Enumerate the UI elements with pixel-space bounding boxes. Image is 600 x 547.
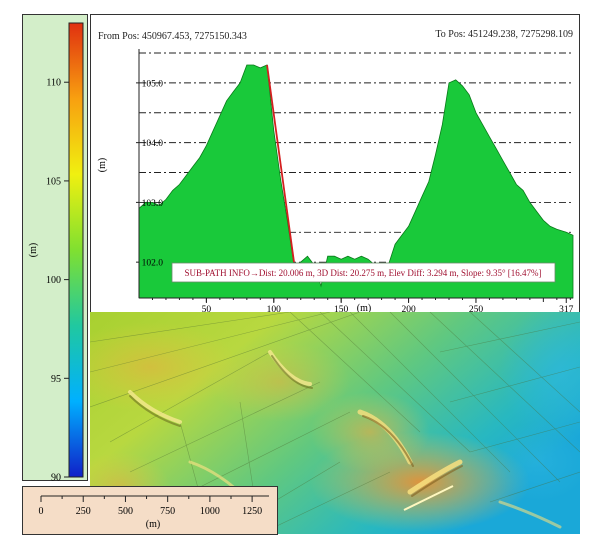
elevation-profile-area: [138, 64, 574, 299]
scale-tick-label: 0: [39, 506, 44, 517]
from-position: From Pos: 450967.453, 7275150.343: [98, 31, 247, 42]
elevation-profile-panel: From Pos: 450967.453, 7275150.343 To Pos…: [90, 14, 580, 314]
subpath-segment: [266, 64, 295, 263]
y-tick-label: 105.0: [142, 79, 164, 89]
x-tick-label: 317: [559, 305, 574, 314]
x-tick-label: 200: [401, 305, 416, 314]
colorbar-tick-label: 95: [51, 374, 61, 385]
y-axis-label: (m): [97, 158, 108, 172]
scale-tick-label: 750: [160, 506, 175, 517]
y-tick-label: 102.0: [142, 259, 164, 269]
colorbar-tick-label: 100: [46, 275, 61, 286]
elevation-legend-panel: 110 105 100 95 90 (m): [22, 14, 88, 484]
x-axis-label: (m): [357, 303, 371, 314]
subpath-info-text: SUB-PATH INFO→Dist: 20.006 m, 3D Dist: 2…: [184, 268, 541, 278]
colorbar-svg: 110 105 100 95 90 (m): [28, 22, 84, 484]
map-scale-bar-panel: 0 250 500 750 1000 1250 (m): [22, 486, 278, 535]
colorbar-unit-label: (m): [28, 243, 39, 257]
scale-bar-svg: 0 250 500 750 1000 1250 (m): [39, 495, 269, 530]
scale-unit-label: (m): [146, 519, 160, 530]
scale-tick-label: 1250: [242, 506, 262, 517]
y-tick-label: 104.0: [142, 139, 164, 149]
elevation-profile-chart: From Pos: 450967.453, 7275150.343 To Pos…: [97, 29, 574, 314]
profile-transect-line[interactable]: [403, 485, 454, 511]
x-tick-label: 50: [202, 305, 212, 314]
scale-tick-label: 250: [76, 506, 91, 517]
scale-tick-label: 1000: [200, 506, 220, 517]
subpath-info-box: [171, 262, 556, 283]
colorbar-tick-label: 105: [46, 176, 61, 187]
y-tick-label: 103.0: [142, 199, 164, 209]
scale-tick-label: 500: [118, 506, 133, 517]
colorbar: [68, 22, 84, 478]
to-position: To Pos: 451249.238, 7275298.109: [435, 29, 573, 40]
colorbar-tick-label: 110: [46, 78, 61, 89]
x-tick-label: 150: [334, 305, 349, 314]
colorbar-tick-label: 90: [51, 473, 61, 483]
x-tick-label: 100: [267, 305, 282, 314]
x-tick-label: 250: [469, 305, 484, 314]
